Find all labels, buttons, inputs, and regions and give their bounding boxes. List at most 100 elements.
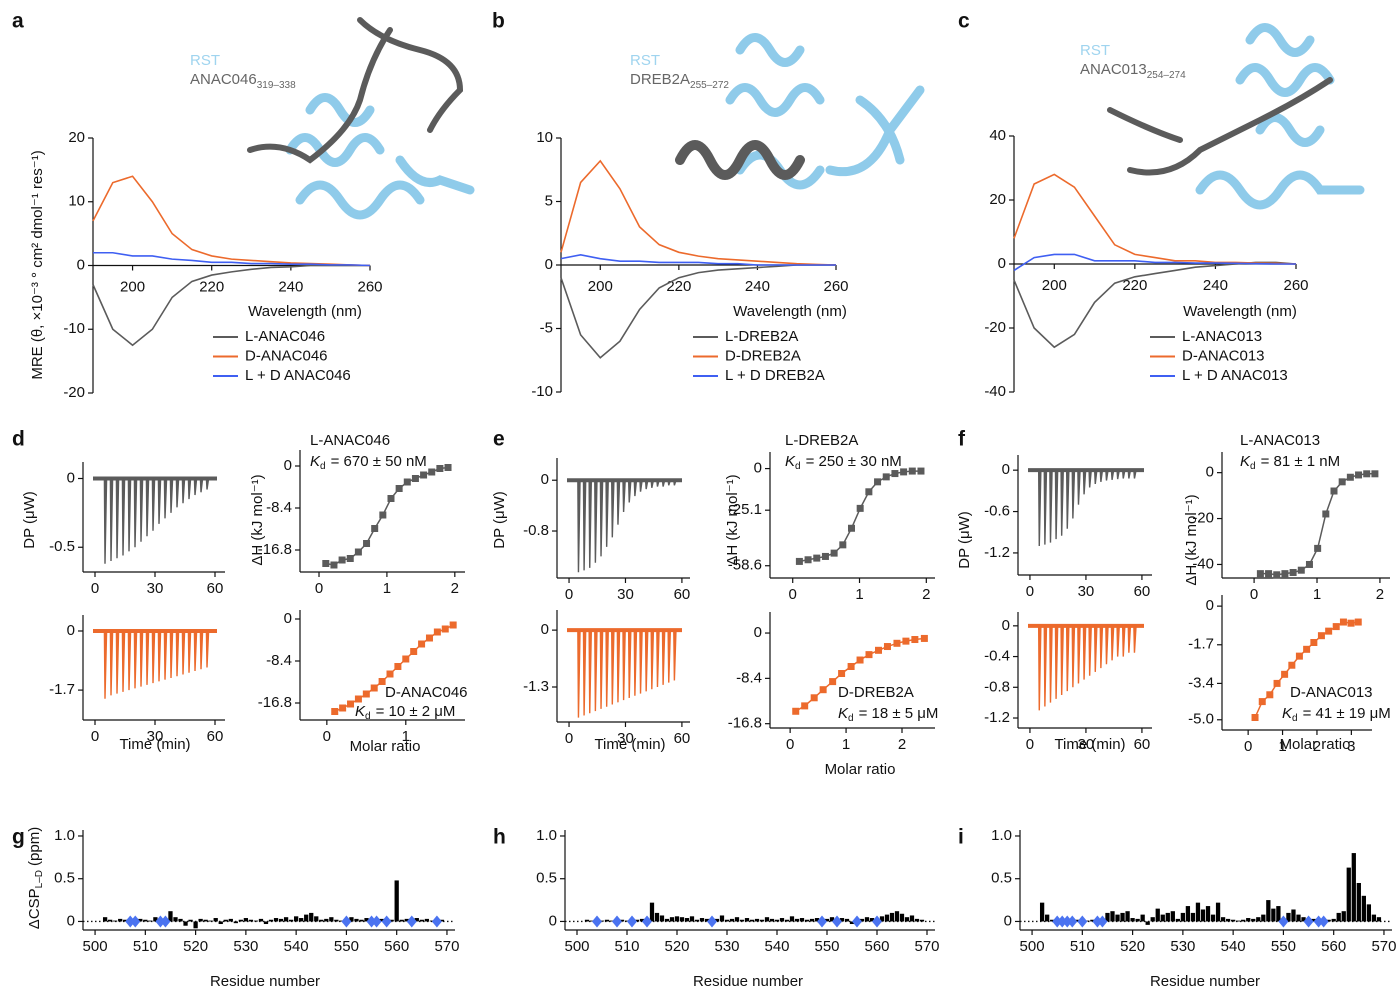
injection-peak: [175, 478, 180, 508]
y-tick-label: -0.4: [984, 648, 1010, 665]
annotation: D-ANAC046: [385, 684, 468, 701]
proline-marker: [341, 915, 352, 928]
x-tick-label: 1: [383, 580, 391, 597]
bar: [1170, 911, 1175, 922]
injection-peak: [103, 630, 108, 699]
x-tick-label: 220: [666, 278, 691, 295]
injection-peak: [582, 480, 587, 571]
bar: [1145, 921, 1150, 925]
bar: [324, 918, 329, 922]
injection-peak: [1121, 625, 1126, 657]
x-tick-label: 3: [1347, 738, 1355, 755]
bar: [394, 880, 399, 922]
injection-peak: [1043, 470, 1048, 545]
kd-sub: d: [365, 711, 371, 722]
bar: [253, 920, 259, 922]
injection-peak: [605, 630, 609, 707]
data-point: [875, 646, 883, 654]
bar: [694, 919, 700, 922]
bar: [299, 918, 304, 922]
y-tick-label: 0: [67, 912, 75, 929]
bar: [814, 918, 820, 922]
y-tick-label: -58.6: [728, 557, 762, 574]
bar: [654, 912, 660, 922]
y-axis-label-text: ΔH (kJ mol⁻¹): [1183, 494, 1200, 585]
structure-label: RST: [190, 52, 220, 69]
data-point: [1363, 470, 1371, 478]
data-point: [1371, 470, 1379, 478]
bar: [173, 917, 178, 922]
y-tick-label: -10: [531, 383, 553, 400]
data-point: [1354, 618, 1362, 626]
bar: [1346, 867, 1351, 922]
data-point: [362, 690, 370, 698]
y-tick-label: -20: [984, 319, 1006, 336]
injection-peak: [622, 480, 626, 513]
proline-marker: [707, 915, 717, 928]
injection-peak: [157, 630, 162, 682]
bar: [248, 919, 254, 922]
bar: [889, 912, 895, 922]
bar: [754, 918, 760, 922]
fit-line: [1254, 621, 1359, 718]
x-axis-label: Residue number: [693, 973, 803, 990]
y-axis-label-text: ΔCSP: [26, 888, 43, 929]
x-axis-label: Wavelength (nm): [1183, 303, 1297, 320]
bar: [1225, 918, 1231, 922]
y-tick-label: -0.8: [984, 678, 1010, 695]
y-tick-label: 0: [549, 912, 557, 929]
proline-marker: [406, 915, 417, 928]
injection-peak: [1071, 470, 1076, 519]
proline-marker: [852, 915, 862, 928]
bar: [1045, 914, 1050, 922]
injection-peak: [611, 480, 615, 538]
x-tick-label: 510: [1070, 938, 1095, 955]
data-point: [838, 670, 846, 678]
bar: [739, 919, 745, 922]
x-tick-label: 0: [565, 586, 573, 603]
fit-line: [799, 470, 921, 563]
kd-text: = 10 ± 2 μM: [376, 703, 456, 720]
y-axis-label: ΔH (kJ mol⁻¹): [724, 474, 741, 565]
proline-marker: [1313, 915, 1324, 928]
bar: [624, 920, 630, 922]
data-point: [839, 541, 847, 549]
x-tick-label: 30: [617, 586, 634, 603]
x-tick-label: 60: [674, 586, 691, 603]
injection-peak: [1133, 625, 1137, 653]
x-tick-label: 550: [814, 938, 839, 955]
bar: [439, 919, 445, 922]
data-point: [1258, 698, 1266, 706]
bar: [1190, 912, 1196, 922]
x-tick-label: 220: [1122, 277, 1147, 294]
bar: [113, 920, 118, 922]
injection-peak: [1088, 470, 1092, 488]
x-axis-label: Time (min): [1054, 736, 1125, 753]
y-tick-label: 0: [77, 256, 85, 273]
y-tick-label: -16.8: [258, 694, 292, 711]
bar: [1331, 918, 1336, 922]
kd-annotation: Kd = 41 ± 19 μM: [1282, 705, 1391, 724]
bar: [809, 918, 815, 922]
bar: [719, 915, 725, 922]
proline-marker: [125, 915, 136, 928]
bar: [198, 918, 203, 922]
proline-marker: [612, 915, 622, 928]
data-point: [411, 475, 419, 482]
injection-peak: [1105, 470, 1109, 481]
structure-label-text: ANAC046: [190, 71, 257, 88]
x-tick-label: 550: [334, 938, 359, 955]
data-point: [420, 471, 428, 479]
y-tick-label: 40: [989, 127, 1006, 144]
data-point: [1310, 639, 1318, 646]
x-tick-label: 60: [207, 728, 224, 745]
bar: [1311, 918, 1316, 922]
bar: [1039, 902, 1045, 922]
bar: [879, 916, 885, 922]
bar: [1301, 917, 1306, 922]
injection-peak: [673, 630, 677, 681]
proline-marker: [592, 915, 602, 928]
kd-annotation: Kd = 18 ± 5 μM: [838, 705, 938, 724]
y-axis-label: DP (μW): [491, 491, 508, 549]
data-point: [1339, 618, 1347, 626]
